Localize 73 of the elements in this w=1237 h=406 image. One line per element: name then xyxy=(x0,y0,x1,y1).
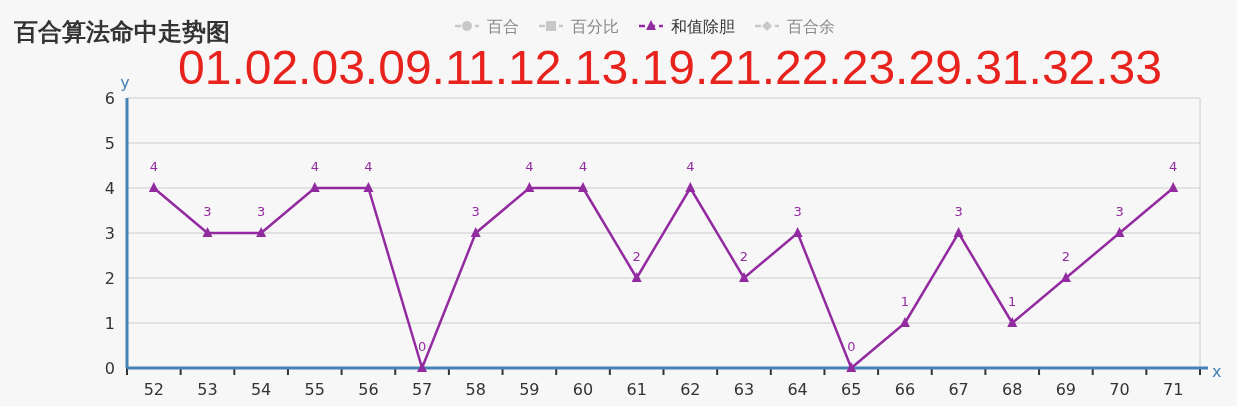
point xyxy=(470,227,481,237)
y-tick-label: 3 xyxy=(104,224,115,243)
y-tick-label: 6 xyxy=(104,89,115,108)
point xyxy=(148,182,159,192)
x-tick-label: 60 xyxy=(572,380,594,399)
x-axis-title: x xyxy=(1212,362,1222,381)
y-tick-label: 5 xyxy=(104,134,115,153)
legend-label: 百合 xyxy=(487,17,519,36)
data-label: 0 xyxy=(847,339,856,354)
data-label: 3 xyxy=(256,204,266,219)
point xyxy=(417,362,428,372)
x-tick-label: 53 xyxy=(197,380,218,399)
data-label: 2 xyxy=(739,249,749,264)
x-tick-label: 55 xyxy=(304,380,325,399)
data-label: 3 xyxy=(954,204,963,219)
y-tick-label: 2 xyxy=(104,269,115,288)
point xyxy=(1060,272,1071,282)
data-label: 1 xyxy=(900,294,910,309)
x-tick-label: 71 xyxy=(1163,380,1184,399)
data-label: 4 xyxy=(525,159,534,174)
y-tick-label: 1 xyxy=(104,314,115,333)
x-tick-label: 62 xyxy=(680,380,701,399)
data-label: 4 xyxy=(310,159,319,174)
x-tick-label: 64 xyxy=(787,380,808,399)
legend-label: 百分比 xyxy=(571,17,619,36)
data-label: 4 xyxy=(149,159,158,174)
x-tick-label: 59 xyxy=(519,380,540,399)
y-axis-title: y xyxy=(120,73,130,92)
point xyxy=(685,182,696,192)
x-tick-label: 67 xyxy=(948,380,969,399)
data-label: 3 xyxy=(1115,204,1124,219)
point xyxy=(309,182,320,192)
x-tick-label: 61 xyxy=(626,380,647,399)
x-tick-label: 63 xyxy=(733,380,755,399)
point xyxy=(899,317,910,327)
x-tick-label: 57 xyxy=(411,380,433,399)
data-label: 4 xyxy=(686,159,695,174)
y-tick-label: 4 xyxy=(104,179,115,198)
point xyxy=(1168,182,1179,192)
point xyxy=(631,272,642,282)
x-tick-label: 70 xyxy=(1109,380,1130,399)
data-label: 4 xyxy=(578,159,588,174)
x-tick-label: 68 xyxy=(1002,380,1023,399)
data-label: 3 xyxy=(203,204,212,219)
point xyxy=(1114,227,1125,237)
x-tick-label: 65 xyxy=(841,380,862,399)
x-tick-label: 69 xyxy=(1055,380,1077,399)
point xyxy=(738,272,749,282)
legend-label: 和值除胆 xyxy=(671,17,735,36)
data-label: 4 xyxy=(364,159,373,174)
data-label: 4 xyxy=(1169,159,1178,174)
point xyxy=(202,227,213,237)
x-tick-label: 56 xyxy=(358,380,379,399)
point xyxy=(578,182,589,192)
point xyxy=(953,227,964,237)
point xyxy=(792,227,803,237)
x-tick-label: 54 xyxy=(250,380,272,399)
data-label: 2 xyxy=(632,249,641,264)
data-label: 3 xyxy=(471,204,480,219)
data-label: 3 xyxy=(793,204,802,219)
point xyxy=(1007,317,1018,327)
x-tick-label: 58 xyxy=(465,380,486,399)
point xyxy=(256,227,267,237)
data-label: 0 xyxy=(417,339,427,354)
data-label: 2 xyxy=(1061,249,1071,264)
x-tick-label: 66 xyxy=(894,380,916,399)
x-tick-label: 52 xyxy=(143,380,164,399)
point xyxy=(846,362,857,372)
y-tick-label: 0 xyxy=(104,359,115,378)
point xyxy=(524,182,535,192)
data-label: 1 xyxy=(1008,294,1017,309)
point xyxy=(363,182,374,192)
legend-label: 百合余 xyxy=(787,17,835,36)
